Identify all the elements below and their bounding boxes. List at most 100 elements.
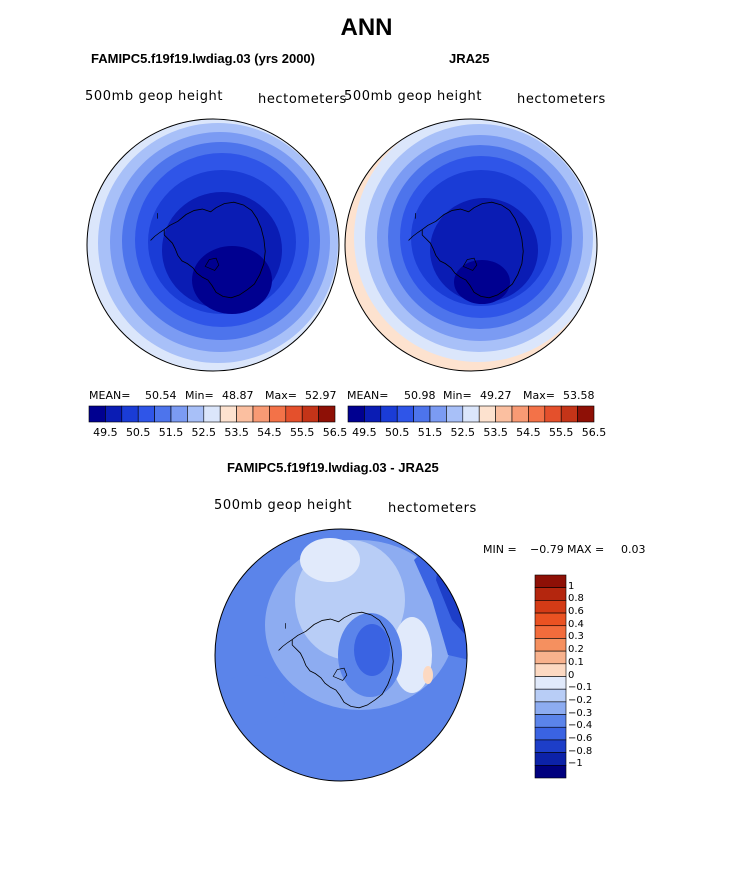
obs-colorbar-swatch [364,405,382,423]
obs-units-label: hectometers [517,92,606,107]
diff-units-label: hectometers [388,501,477,516]
obs-colorbar-swatch [511,405,529,423]
obs-colorbar-tick: 50.5 [384,426,410,439]
obs-colorbar [347,405,595,423]
obs-colorbar-tick: 49.5 [352,426,377,439]
diff-colorbar-swatch [534,650,567,665]
model-colorbar-swatch [203,405,221,423]
diff-colorbar-swatch [534,701,567,715]
diff-max-label: MAX = [567,543,605,556]
diff-colorbar-tick: 0.3 [568,631,584,643]
obs-colorbar-swatch [462,405,480,423]
diff-colorbar-tick: −0.3 [568,707,593,719]
diff-colorbar-swatch [534,663,567,677]
model-colorbar-swatch [252,405,270,423]
diff-panel-title: FAMIPC5.f19f19.lwdiag.03 - JRA25 [227,460,439,475]
model-colorbar-swatch [301,405,319,423]
model-colorbar-swatch [318,405,336,423]
diff-colorbar-swatch [534,587,567,601]
obs-colorbar-swatch [528,405,546,423]
diff-colorbar-swatch [534,726,567,741]
diff-map-border [214,528,468,782]
diff-colorbar-tick: 0.2 [568,644,584,656]
model-colorbar-tick: 49.5 [93,426,118,439]
obs-max-label: Max= [523,389,555,402]
obs-colorbar-swatch [544,405,562,423]
model-colorbar-swatch [219,405,237,423]
model-colorbar-tick: 54.5 [257,426,282,439]
diff-colorbar-swatch [534,625,567,639]
obs-min-value: 49.27 [480,389,512,402]
obs-colorbar-swatch [347,405,365,423]
plot-title: ANN [340,14,393,41]
obs-colorbar-swatch [380,405,398,423]
diff-colorbar-tick: −0.4 [568,720,593,732]
model-colorbar-swatch [236,405,254,423]
model-colorbar-tick: 52.5 [191,426,217,439]
model-colorbar-tick: 50.5 [125,426,151,439]
diff-colorbar-tick: 0.8 [568,593,584,605]
model-min-value: 48.87 [222,389,254,402]
diff-colorbar [534,574,567,779]
model-colorbar-swatch [269,405,287,423]
diff-colorbar-tick: 0.6 [568,606,584,618]
model-units-label: hectometers [258,92,347,107]
model-colorbar-swatch [121,405,139,423]
obs-colorbar-swatch [413,405,431,423]
obs-colorbar-tick: 56.5 [581,426,607,439]
model-colorbar-tick: 56.5 [322,426,348,439]
model-colorbar-tick: 55.5 [289,426,315,439]
diff-colorbar-swatch [534,752,567,766]
model-field-label: 500mb geop height [85,89,224,104]
obs-max-value: 53.58 [563,389,595,402]
model-colorbar-swatch [187,405,205,423]
diff-colorbar-tick: 0 [568,669,575,681]
obs-colorbar-swatch [577,405,595,423]
obs-min-label: Min= [443,389,472,402]
diff-field-label: 500mb geop height [214,498,353,513]
model-max-label: Max= [265,389,297,402]
diff-colorbar-swatch [534,714,567,728]
model-colorbar [88,405,336,423]
diff-colorbar-tick: −0.8 [568,745,593,757]
diff-colorbar-swatch [534,612,567,627]
model-map [87,119,339,371]
model-colorbar-swatch [170,405,188,423]
model-max-value: 52.97 [305,389,337,402]
model-min-label: Min= [185,389,214,402]
obs-colorbar-swatch [560,405,578,423]
diff-colorbar-swatch [534,765,567,779]
model-colorbar-swatch [105,405,123,423]
obs-colorbar-swatch [446,405,464,423]
diff-colorbar-tick: 0.1 [568,656,584,668]
obs-colorbar-swatch [495,405,513,423]
model-map-border [86,118,340,372]
diff-colorbar-tick: 0.4 [568,618,584,630]
diff-colorbar-swatch [534,638,567,652]
obs-mean-value: 50.98 [404,389,436,402]
model-colorbar-tick: 51.5 [158,426,184,439]
diff-colorbar-swatch [534,688,567,703]
obs-colorbar-tick: 52.5 [450,426,476,439]
obs-colorbar-tick: 54.5 [516,426,541,439]
diff-colorbar-tick: −0.2 [568,694,593,706]
diff-colorbar-swatch [534,600,567,614]
model-mean-value: 50.54 [145,389,177,402]
diff-colorbar-swatch [534,574,567,588]
diff-max-value: 0.03 [621,543,646,556]
diff-colorbar-tick: 1 [568,580,575,592]
obs-panel-title: JRA25 [449,51,490,66]
obs-map [345,119,597,371]
model-colorbar-swatch [137,405,155,423]
obs-mean-label: MEAN= [347,389,389,402]
model-panel-title: FAMIPC5.f19f19.lwdiag.03 (yrs 2000) [91,51,315,66]
obs-colorbar-swatch [429,405,447,423]
diff-min-label: MIN = [483,543,517,556]
model-colorbar-swatch [154,405,172,423]
obs-colorbar-tick: 53.5 [483,426,508,439]
model-mean-label: MEAN= [89,389,131,402]
obs-colorbar-tick: 55.5 [548,426,574,439]
obs-colorbar-tick: 51.5 [417,426,443,439]
model-colorbar-swatch [88,405,106,423]
